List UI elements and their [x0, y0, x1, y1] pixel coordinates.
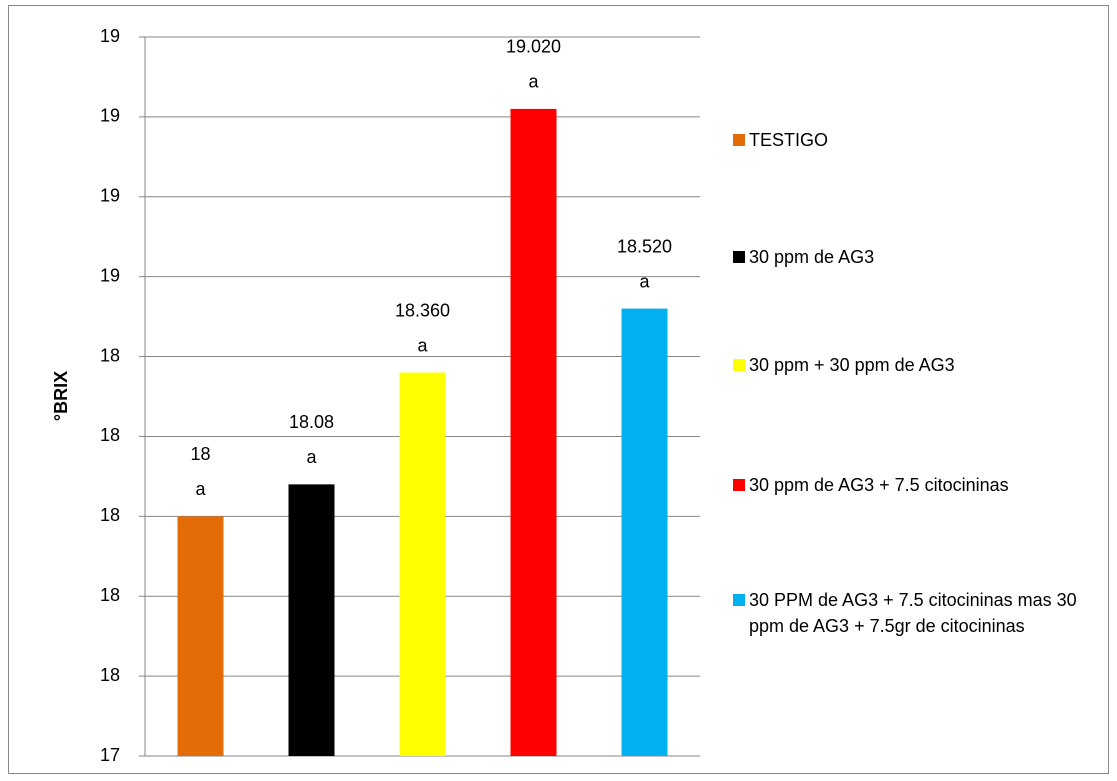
legend-item: 30 PPM de AG3 + 7.5 citocininas mas 30 p… — [733, 587, 1093, 639]
significance-label: a — [306, 447, 317, 467]
legend-swatch — [733, 594, 745, 606]
legend-swatch — [733, 251, 745, 263]
legend-label: 30 ppm de AG3 — [749, 247, 875, 267]
y-tick-label: 19 — [100, 186, 120, 206]
y-tick-label: 18 — [100, 505, 120, 525]
y-tick-label: 19 — [100, 106, 120, 126]
significance-label: a — [639, 271, 650, 291]
bar — [177, 516, 224, 756]
bar — [621, 308, 668, 756]
significance-label: a — [417, 335, 428, 355]
y-tick-label: 19 — [100, 26, 120, 46]
y-tick-label: 17 — [100, 745, 120, 765]
value-label: 18.520 — [617, 236, 672, 256]
bar — [510, 108, 557, 756]
value-label: 18.360 — [395, 300, 450, 320]
legend-item: 30 ppm de AG3 + 7.5 citocininas — [733, 472, 1093, 498]
significance-label: a — [195, 479, 206, 499]
legend-swatch — [733, 479, 745, 491]
y-tick-label: 18 — [100, 665, 120, 685]
legend-label: TESTIGO — [749, 130, 829, 150]
value-label: 19.020 — [506, 37, 561, 57]
legend-item: TESTIGO — [733, 127, 1093, 153]
chart-border — [8, 5, 1109, 774]
legend-item: 30 ppm + 30 ppm de AG3 — [733, 352, 1093, 378]
value-label: 18.08 — [289, 412, 334, 432]
y-tick-label: 18 — [100, 585, 120, 605]
legend-label: 30 PPM de AG3 + 7.5 citocininas mas 30 p… — [749, 590, 1077, 636]
legend-swatch — [733, 134, 745, 146]
y-tick-label: 18 — [100, 425, 120, 445]
value-label: 18 — [190, 444, 210, 464]
y-tick-label: 19 — [100, 265, 120, 285]
significance-label: a — [528, 72, 539, 92]
bar — [288, 484, 335, 756]
legend-label: 30 ppm de AG3 + 7.5 citocininas — [749, 475, 1009, 495]
y-tick-label: 18 — [100, 345, 120, 365]
bar — [399, 372, 446, 756]
legend-item: 30 ppm de AG3 — [733, 244, 1093, 270]
legend-swatch — [733, 359, 745, 371]
legend-label: 30 ppm + 30 ppm de AG3 — [749, 355, 955, 375]
y-axis-title: °BRIX — [51, 371, 71, 421]
